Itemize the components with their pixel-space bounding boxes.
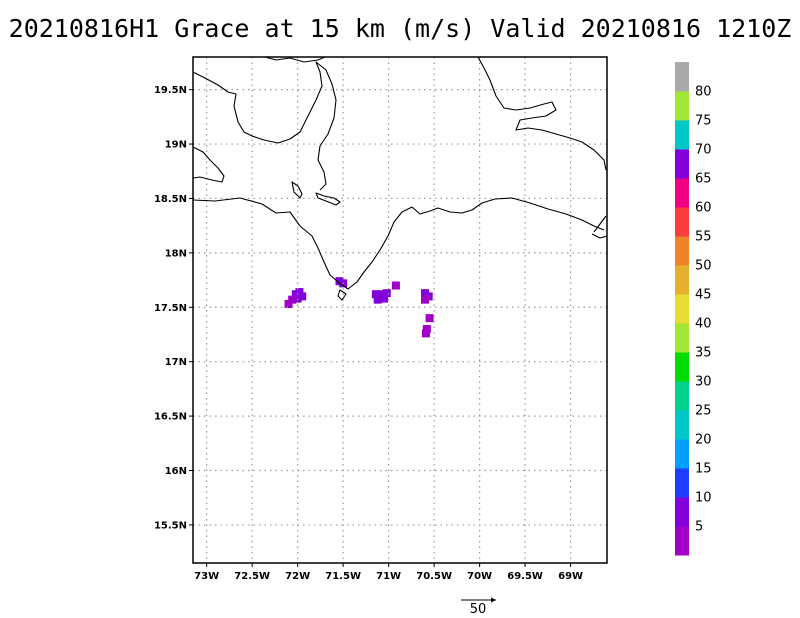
- colorbar-label: 35: [695, 346, 712, 361]
- wind-cell-3: [288, 295, 297, 304]
- chart-title: 20210816H1 Grace at 15 km (m/s) Valid 20…: [8, 14, 792, 43]
- colorbar-label: 30: [695, 375, 712, 390]
- colorbar: 5 10 15 20 25 30 35 40 45 50 55 60 65 70 75 80: [675, 62, 712, 556]
- wind-cell-10: [382, 289, 391, 298]
- latitude-axis: 19.5N 19N 18.5N 18N 17.5N 17N 16.5N 16N 15.5N: [154, 85, 193, 531]
- lat-tick-label: 18.5N: [154, 194, 187, 205]
- coastline-east-tip: [593, 215, 607, 233]
- wind-cell-11: [373, 295, 382, 304]
- wind-cell-17: [425, 314, 434, 323]
- colorbar-swatch-0: [675, 526, 689, 556]
- lat-tick-label: 19N: [165, 140, 187, 151]
- coastline-samana: [477, 57, 607, 171]
- colorbar-swatch-13: [675, 149, 689, 179]
- colorbar-label: 20: [695, 433, 712, 448]
- colorbar-swatch-16: [675, 62, 689, 92]
- coastline-gonave: [315, 192, 341, 206]
- colorbar-label: 60: [695, 201, 712, 216]
- colorbar-label: 15: [695, 462, 712, 477]
- lon-tick-label: 73W: [194, 571, 219, 582]
- wind-cell-1: [295, 288, 304, 297]
- wind-cell-13: [391, 281, 400, 290]
- coastline-top-edge: [264, 57, 326, 63]
- colorbar-swatch-12: [675, 178, 689, 208]
- colorbar-swatch-2: [675, 468, 689, 498]
- colorbar-swatch-5: [675, 381, 689, 411]
- colorbar-swatch-7: [675, 323, 689, 353]
- wind-cell-18: [422, 325, 431, 334]
- colorbar-swatch-6: [675, 352, 689, 382]
- wind-cell-12: [380, 294, 389, 303]
- reference-arrow-head: [491, 597, 496, 603]
- lat-tick-label: 18N: [165, 248, 187, 259]
- colorbar-label: 55: [695, 230, 712, 245]
- colorbar-label: 25: [695, 404, 712, 419]
- wind-cell-2: [293, 294, 302, 303]
- map-frame: [192, 56, 608, 564]
- wind-cell-16: [421, 295, 430, 304]
- colorbar-label: 75: [695, 114, 712, 129]
- reference-vector: 50: [461, 597, 496, 617]
- lon-tick-label: 71.5W: [325, 571, 361, 582]
- colorbar-label: 70: [695, 143, 712, 158]
- wind-cell-19: [421, 329, 430, 338]
- lon-tick-label: 69W: [558, 571, 583, 582]
- colorbar-swatch-15: [675, 91, 689, 121]
- lon-tick-label: 72W: [285, 571, 310, 582]
- lat-tick-label: 17.5N: [154, 303, 187, 314]
- wind-cell-9: [377, 290, 386, 299]
- wind-cell-8: [371, 290, 380, 299]
- lat-tick-label: 16N: [165, 466, 187, 477]
- colorbar-swatch-11: [675, 207, 689, 237]
- colorbar-label: 10: [695, 491, 712, 506]
- lat-tick-label: 17N: [165, 357, 187, 368]
- colorbar-swatch-9: [675, 265, 689, 295]
- reference-vector-label: 50: [470, 602, 487, 617]
- lat-tick-label: 16.5N: [154, 412, 187, 423]
- colorbar-label: 5: [695, 520, 703, 535]
- colorbar-swatch-14: [675, 120, 689, 150]
- colorbar-swatch-4: [675, 410, 689, 440]
- lat-tick-label: 19.5N: [154, 85, 187, 96]
- coastline-hispaniola-south: [193, 197, 605, 290]
- wind-cell-4: [284, 300, 293, 309]
- colorbar-swatch-1: [675, 497, 689, 527]
- coastline-haiti-north: [193, 146, 225, 183]
- colorbar-label: 65: [695, 172, 712, 187]
- colorbar-label: 40: [695, 317, 712, 332]
- lon-tick-label: 72.5W: [234, 571, 270, 582]
- colorbar-swatch-8: [675, 294, 689, 324]
- lat-tick-label: 15.5N: [154, 520, 187, 531]
- wind-cell-5: [298, 292, 307, 301]
- colorbar-label: 50: [695, 259, 712, 274]
- lon-tick-label: 71W: [376, 571, 401, 582]
- lon-tick-label: 70.5W: [416, 571, 452, 582]
- coastlines: [193, 57, 607, 301]
- coastline-north-shore: [193, 61, 337, 191]
- colorbar-label: 80: [695, 85, 712, 100]
- colorbar-swatch-10: [675, 236, 689, 266]
- graticule: [193, 57, 607, 563]
- longitude-axis: 73W 72.5W 72W 71.5W 71W 70.5W 70W 69.5W 69W: [194, 563, 583, 582]
- lon-tick-label: 70W: [467, 571, 492, 582]
- coastline-west-peninsula: [291, 181, 303, 199]
- coastline-saona: [591, 233, 607, 239]
- coastline-beata-island: [337, 289, 347, 301]
- colorbar-swatch-3: [675, 439, 689, 469]
- colorbar-label: 45: [695, 288, 712, 303]
- lon-tick-label: 69.5W: [507, 571, 543, 582]
